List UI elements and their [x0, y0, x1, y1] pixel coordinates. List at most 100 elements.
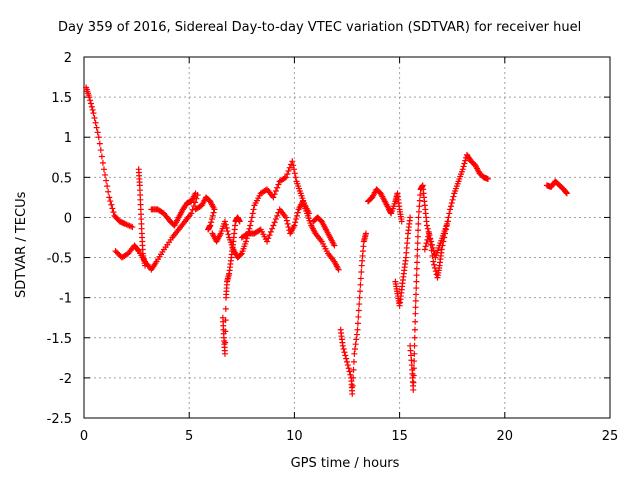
data-point: [339, 342, 346, 349]
data-point: [223, 224, 230, 231]
data-point: [129, 224, 136, 231]
data-point: [285, 224, 292, 231]
data-point: [353, 331, 360, 338]
data-point: [563, 189, 570, 196]
y-tick-label: 1: [64, 131, 72, 146]
data-point: [271, 219, 278, 226]
data-point: [284, 171, 291, 178]
data-point: [413, 285, 420, 292]
data-point: [272, 216, 279, 223]
data-point: [357, 281, 364, 288]
data-point: [293, 216, 300, 223]
data-point: [95, 134, 102, 141]
data-point: [209, 212, 216, 219]
data-point: [89, 106, 96, 113]
data-point: [225, 231, 232, 238]
data-point: [247, 222, 254, 229]
grid-lines: [84, 57, 610, 418]
x-tick-label: 0: [80, 429, 88, 444]
y-tick-label: -1.5: [47, 332, 72, 347]
data-point: [347, 371, 354, 378]
data-point: [484, 175, 491, 182]
data-point: [102, 171, 109, 178]
data-point: [440, 238, 447, 245]
plot-frame: [83, 56, 611, 419]
data-point: [356, 294, 363, 301]
data-point: [275, 181, 282, 188]
data-point: [281, 175, 288, 182]
data-point: [450, 193, 457, 200]
data-point: [411, 334, 418, 341]
data-point: [407, 214, 414, 221]
y-tick-label: 1.5: [51, 91, 72, 106]
data-point: [224, 228, 231, 235]
x-tick-label: 5: [185, 429, 193, 444]
data-point: [428, 247, 435, 254]
data-point: [222, 305, 229, 312]
data-point: [416, 203, 423, 210]
data-point: [353, 336, 360, 343]
data-point: [459, 166, 466, 173]
x-axis-label: GPS time / hours: [290, 456, 400, 471]
data-point: [349, 390, 356, 397]
data-point: [352, 341, 359, 348]
data-point: [87, 97, 94, 104]
data-point: [416, 197, 423, 204]
data-point: [415, 220, 422, 227]
data-point: [415, 208, 422, 215]
data-point: [358, 268, 365, 275]
data-point: [289, 158, 296, 165]
y-tick-label: 0: [64, 211, 72, 226]
axis-ticks: 0 5 10 15 20 25 -2.5 -2 -1.5 -1 -0.5 0 0.5 1 1.5 2: [47, 51, 619, 444]
data-point: [446, 210, 453, 217]
data-point: [110, 209, 117, 216]
data-points: [83, 84, 570, 397]
data-point: [265, 235, 272, 242]
data-point: [290, 162, 297, 169]
data-point: [411, 350, 418, 357]
data-point: [271, 191, 278, 198]
data-point: [346, 368, 353, 375]
data-point: [284, 220, 291, 227]
data-point: [349, 382, 356, 389]
data-point: [264, 238, 271, 245]
data-point: [423, 222, 430, 229]
data-point: [411, 342, 418, 349]
data-point: [410, 379, 417, 386]
data-point: [357, 288, 364, 295]
y-tick-label: 2: [64, 51, 72, 66]
data-point: [222, 221, 229, 228]
data-point: [208, 219, 215, 226]
data-point: [205, 226, 212, 233]
data-point: [412, 310, 419, 317]
data-point: [414, 240, 421, 247]
data-point: [350, 374, 357, 381]
x-tick-label: 20: [497, 429, 514, 444]
data-point: [421, 246, 428, 253]
data-point: [103, 177, 110, 184]
data-point: [563, 190, 570, 197]
data-point: [448, 200, 455, 207]
data-point: [449, 196, 456, 203]
data-point: [107, 198, 114, 205]
data-point: [357, 275, 364, 282]
data-point: [294, 209, 301, 216]
data-point: [250, 206, 257, 213]
x-tick-label: 15: [391, 429, 408, 444]
data-point: [410, 365, 417, 372]
data-point: [237, 251, 244, 258]
y-tick-label: -2.5: [47, 412, 72, 427]
data-point: [236, 218, 243, 225]
data-point: [410, 386, 417, 393]
data-point: [286, 164, 293, 171]
data-point: [248, 214, 255, 221]
y-axis-label: SDTVAR / TECUs: [14, 191, 29, 298]
data-point: [417, 191, 424, 198]
data-point: [431, 261, 438, 268]
data-point: [292, 174, 299, 181]
data-point: [412, 304, 419, 311]
data-point: [461, 160, 468, 167]
data-point: [422, 243, 429, 250]
data-point: [414, 252, 421, 259]
data-point: [430, 258, 437, 265]
